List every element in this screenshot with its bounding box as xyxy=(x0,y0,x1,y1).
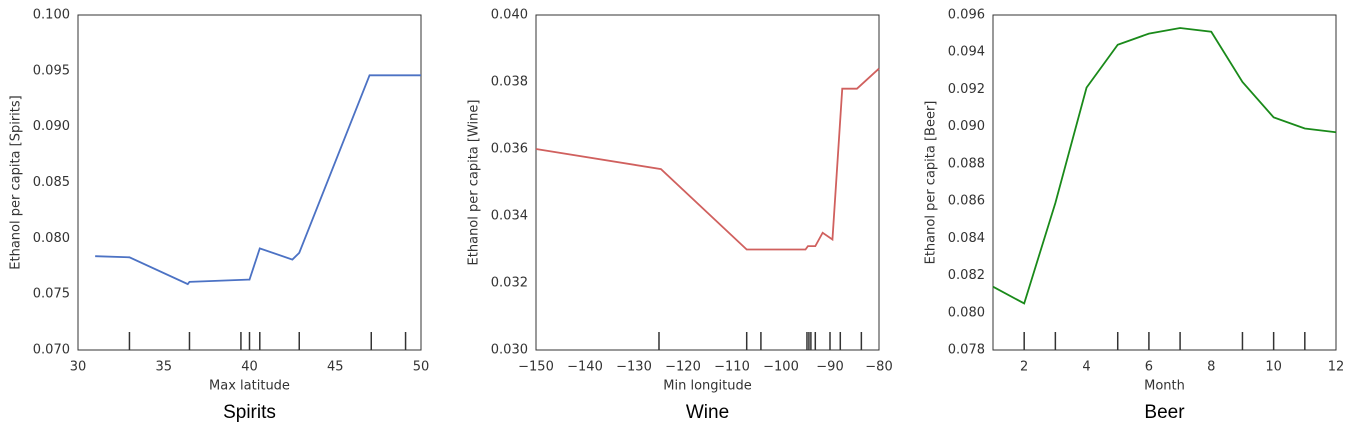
plot-frame xyxy=(77,14,422,351)
x-axis-label: Month xyxy=(1144,379,1185,394)
x-axis-label: Min longitude xyxy=(663,379,751,394)
x-tick-label: −80 xyxy=(865,360,892,375)
x-tick-label: 6 xyxy=(1145,360,1153,375)
y-tick-label: 0.100 xyxy=(33,8,70,23)
x-tick-label: 35 xyxy=(155,360,172,375)
y-tick-label: 0.082 xyxy=(948,268,985,283)
y-tick-label: 0.080 xyxy=(948,305,985,320)
x-tick-label: 8 xyxy=(1207,360,1215,375)
y-tick-label: 0.038 xyxy=(491,75,528,90)
data-line xyxy=(95,74,421,286)
y-axis-label: Ethanol per capita [Beer] xyxy=(924,101,939,265)
x-tick-label: −90 xyxy=(816,360,843,375)
y-tick-label: 0.085 xyxy=(33,175,70,190)
x-tick-label: −150 xyxy=(518,360,554,375)
x-tick-label: 40 xyxy=(241,360,258,375)
y-tick-label: 0.075 xyxy=(33,287,70,302)
y-tick-label: 0.078 xyxy=(948,343,985,358)
y-tick-label: 0.092 xyxy=(948,82,985,97)
x-tick-label: −120 xyxy=(665,360,701,375)
y-tick-label: 0.036 xyxy=(491,142,528,157)
x-tick-label: 2 xyxy=(1020,360,1028,375)
y-tick-label: 0.084 xyxy=(948,231,985,246)
y-tick-label: 0.088 xyxy=(948,156,985,171)
y-tick-label: 0.090 xyxy=(948,119,985,134)
x-tick-label: −130 xyxy=(616,360,652,375)
y-axis-label: Ethanol per capita [Spirits] xyxy=(9,95,24,269)
plot-frame xyxy=(535,14,880,351)
y-tick-label: 0.070 xyxy=(33,343,70,358)
x-tick-label: −110 xyxy=(714,360,750,375)
x-axis-label: Max latitude xyxy=(209,379,290,394)
y-tick-label: 0.034 xyxy=(491,209,528,224)
x-tick-label: 4 xyxy=(1082,360,1090,375)
x-tick-label: 45 xyxy=(327,360,344,375)
x-tick-label: 30 xyxy=(70,360,87,375)
x-tick-label: 10 xyxy=(1265,360,1282,375)
data-line xyxy=(992,27,1337,305)
caption: Wine xyxy=(686,402,729,423)
x-tick-label: −140 xyxy=(567,360,603,375)
caption: Spirits xyxy=(223,402,276,423)
caption: Beer xyxy=(1144,402,1185,423)
plot-frame xyxy=(992,14,1337,351)
y-tick-label: 0.040 xyxy=(491,8,528,23)
y-tick-label: 0.032 xyxy=(491,276,528,291)
x-tick-label: −100 xyxy=(763,360,799,375)
y-tick-label: 0.080 xyxy=(33,231,70,246)
y-axis-label: Ethanol per capita [Wine] xyxy=(467,100,482,266)
x-tick-label: 50 xyxy=(413,360,430,375)
y-tick-label: 0.095 xyxy=(33,63,70,78)
y-tick-label: 0.030 xyxy=(491,343,528,358)
y-tick-label: 0.090 xyxy=(33,119,70,134)
y-tick-label: 0.096 xyxy=(948,8,985,23)
x-tick-label: 12 xyxy=(1328,360,1345,375)
data-line xyxy=(535,67,880,251)
y-tick-label: 0.086 xyxy=(948,194,985,209)
y-tick-label: 0.094 xyxy=(948,45,985,60)
